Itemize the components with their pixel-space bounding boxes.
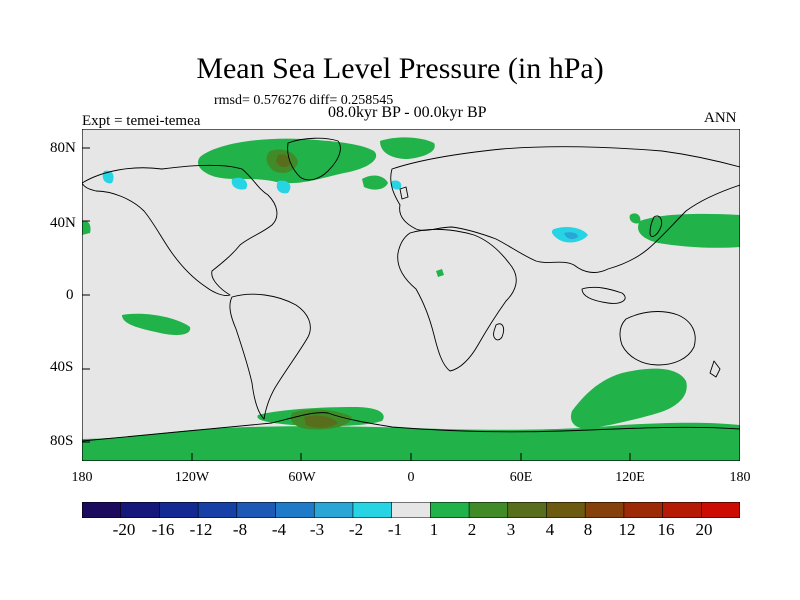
arctic-patch xyxy=(380,137,435,159)
colorbar-label: -4 xyxy=(271,520,287,539)
east-asia-patch xyxy=(629,213,641,224)
colorbar-cell xyxy=(236,502,277,518)
antarctica-coast xyxy=(82,412,740,442)
colorbar-cell xyxy=(120,502,161,518)
negative-anomaly-regions xyxy=(102,170,588,243)
lat-label-40n: 40N xyxy=(50,215,76,231)
indonesia-coast xyxy=(581,286,626,304)
uk-coast xyxy=(399,186,409,200)
colorbar xyxy=(82,502,740,518)
scandinavia-patch xyxy=(362,175,388,190)
lat-label-80n: 80N xyxy=(50,140,76,156)
colorbar-cell xyxy=(468,502,509,518)
colorbar-cell xyxy=(197,502,238,518)
coastlines xyxy=(82,137,740,442)
japan-coast xyxy=(649,215,663,237)
indian-ocean-high xyxy=(570,368,687,429)
tibet-core xyxy=(564,232,578,240)
colorbar-cell xyxy=(623,502,664,518)
colorbar-cell xyxy=(275,502,316,518)
colorbar-label: 4 xyxy=(545,520,555,539)
colorbar-label: -20 xyxy=(112,520,136,539)
eurasia-coast xyxy=(390,146,740,273)
colorbar-label: 1 xyxy=(429,520,439,539)
colorbar-cell xyxy=(662,502,703,518)
lon-label-180e: 180 xyxy=(729,470,751,485)
lon-label-120e: 120E xyxy=(615,470,645,485)
colorbar-label: -1 xyxy=(387,520,403,539)
weddell-peak xyxy=(304,415,338,428)
colorbar-cell xyxy=(82,502,122,518)
colorbar-cell xyxy=(391,502,432,518)
colorbar-label: 16 xyxy=(657,520,675,539)
south-america-coast xyxy=(229,293,311,420)
period-text: 08.0kyr BP - 00.0kyr BP xyxy=(328,104,487,121)
africa-patch xyxy=(436,269,444,277)
lon-label-120w: 120W xyxy=(174,470,210,485)
axis-ticks xyxy=(82,147,740,461)
colorbar-label: -2 xyxy=(348,520,364,539)
north-america-coast xyxy=(82,164,278,296)
colorbar-cell xyxy=(430,502,470,518)
lat-label-0: 0 xyxy=(66,287,74,303)
season-label: ANN xyxy=(704,110,737,126)
colorbar-label: -16 xyxy=(151,520,175,539)
south-pacific-patch xyxy=(122,313,191,335)
lon-label-60e: 60E xyxy=(509,470,533,485)
australia-coast xyxy=(619,311,696,366)
colorbar-label: 2 xyxy=(467,520,477,539)
greenland-coast xyxy=(287,137,341,181)
europe-low xyxy=(391,180,402,190)
southern-ocean-band xyxy=(82,422,740,461)
lon-label-0: 0 xyxy=(407,470,415,485)
colorbar-cell xyxy=(546,502,586,518)
west-margin-patch xyxy=(82,220,91,235)
colorbar-cell xyxy=(159,502,199,518)
hudson-low xyxy=(231,177,248,190)
colorbar-cell xyxy=(700,502,740,518)
north-pacific-high xyxy=(638,213,740,248)
pressure-map xyxy=(82,129,740,461)
labrador-low xyxy=(276,180,291,194)
lon-label-180w: 180 xyxy=(71,470,93,485)
colorbar-cell xyxy=(352,502,393,518)
colorbar-label: -8 xyxy=(232,520,248,539)
lon-label-60w: 60W xyxy=(288,470,316,485)
greenland-peak xyxy=(276,154,291,168)
experiment-label: Expt = temei-temea xyxy=(82,113,201,129)
colorbar-label: -12 xyxy=(189,520,213,539)
colorbar-label: 8 xyxy=(583,520,593,539)
colorbar-cell xyxy=(584,502,625,518)
colorbar-label: 20 xyxy=(695,520,713,539)
madagascar-coast xyxy=(493,323,505,341)
africa-coast xyxy=(397,228,517,372)
colorbar-label: 3 xyxy=(506,520,516,539)
new-zealand-coast xyxy=(709,360,721,378)
colorbar-cell xyxy=(507,502,548,518)
stats-text: rmsd= 0.576276 diff= 0.258545 xyxy=(214,93,394,108)
chart-title: Mean Sea Level Pressure (in hPa) xyxy=(196,52,604,85)
positive-anomaly-3-4 xyxy=(276,154,338,428)
colorbar-label: 12 xyxy=(618,520,636,539)
lat-label-80s: 80S xyxy=(50,433,74,449)
colorbar-cell xyxy=(313,502,354,518)
lat-label-40s: 40S xyxy=(50,359,74,375)
colorbar-label: -3 xyxy=(309,520,325,539)
alaska-low xyxy=(102,170,114,184)
